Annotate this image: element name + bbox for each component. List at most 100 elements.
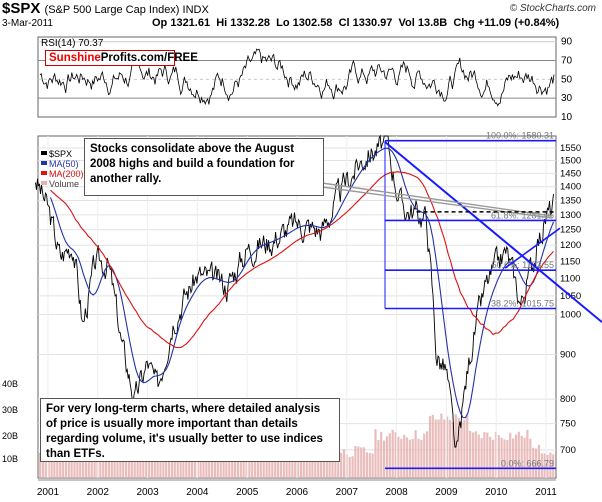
volume-bar: [337, 454, 340, 478]
volume-bar: [529, 438, 532, 478]
volume-bar: [82, 454, 85, 478]
ma50-line: [49, 147, 555, 419]
volume-bar: [423, 433, 426, 478]
volume-bar: [156, 450, 159, 478]
volume-bar: [242, 448, 245, 478]
x-tick-label: 2002: [87, 487, 110, 498]
volume-bar: [477, 434, 480, 478]
volume-bar: [480, 438, 483, 478]
volume-bar: [228, 454, 231, 478]
volume-bar: [162, 451, 165, 478]
volume-bar: [122, 455, 125, 478]
quote-line: Op 1321.61 Hi 1332.28 Lo 1302.58 Cl 1330…: [152, 17, 559, 29]
volume-bar: [147, 449, 151, 478]
price-tick-label: 1100: [560, 273, 580, 284]
volume-bar: [506, 439, 509, 478]
volume-bar: [199, 452, 202, 478]
volume-bar: [150, 455, 153, 478]
volume-bar: [208, 456, 211, 478]
price-tick-label: 1450: [560, 168, 581, 179]
volume-bar: [79, 456, 82, 478]
volume-bar: [365, 452, 368, 478]
volume-bar: [90, 456, 93, 478]
legend-swatch: [41, 151, 47, 155]
volume-bar: [130, 458, 133, 478]
volume-bar: [520, 436, 523, 478]
volume-bar: [405, 437, 409, 478]
legend-swatch: [41, 171, 47, 175]
volume-bar: [463, 419, 466, 478]
volume-bar: [173, 449, 176, 478]
volume-bar: [168, 448, 171, 478]
volume-bar: [311, 449, 314, 478]
annotation-bottom: For very long-term charts, where detaile…: [40, 398, 340, 462]
volume-bar: [265, 450, 268, 478]
volume-bar: [325, 453, 328, 478]
volume-bar: [388, 433, 391, 478]
volume-bar: [334, 454, 337, 478]
volume-bar: [193, 456, 196, 478]
volume-bar: [474, 431, 477, 478]
volume-bar: [509, 432, 512, 478]
volume-bar: [543, 453, 546, 478]
legend-entry: Volume: [49, 179, 79, 189]
volume-bar: [368, 453, 371, 478]
volume-bar: [360, 447, 363, 478]
volume-bar: [486, 432, 489, 478]
volume-bar: [457, 417, 460, 478]
legend-entry: MA(200): [49, 169, 84, 179]
callout-arrow-2: [321, 186, 553, 219]
volume-tick-label: 30B: [2, 405, 18, 415]
volume-bar: [374, 429, 377, 478]
volume-bar: [282, 456, 285, 478]
volume-bar: [133, 454, 136, 478]
volume-bar: [540, 453, 543, 478]
x-tick-label: 2008: [385, 487, 408, 498]
volume-bar: [517, 431, 520, 478]
price-tick-label: 800: [560, 394, 576, 405]
volume-bar: [190, 453, 194, 478]
volume-bar: [219, 458, 222, 478]
rsi-tick-label: 90: [561, 37, 573, 48]
volume-bar: [202, 448, 205, 478]
x-tick-label: 2010: [485, 487, 508, 498]
volume-bar: [340, 452, 343, 478]
quote-close: Cl 1330.97: [338, 17, 393, 29]
volume-bar: [262, 450, 265, 478]
volume-bar: [285, 448, 288, 478]
volume-bar: [549, 452, 552, 478]
volume-bar: [362, 447, 366, 478]
price-line: [35, 134, 554, 448]
volume-bar: [185, 455, 188, 478]
volume-bar: [446, 416, 449, 478]
volume-bar: [503, 439, 506, 478]
volume-bar: [497, 435, 500, 478]
volume-bar: [107, 454, 110, 478]
volume-bar: [87, 453, 90, 478]
price-tick-label: 1500: [560, 156, 581, 167]
volume-bar: [127, 459, 131, 478]
volume-bar: [93, 450, 96, 478]
quote-open: Op 1321.61: [152, 17, 211, 29]
volume-bar: [319, 446, 323, 478]
volume-bar: [142, 450, 145, 478]
volume-bar: [411, 439, 414, 478]
quote-change: Chg +11.09 (+0.84%): [453, 17, 560, 29]
volume-bar: [53, 451, 56, 478]
volume-bar: [125, 449, 128, 478]
price-tick-label: 1250: [560, 225, 581, 236]
volume-bar: [322, 456, 325, 478]
volume-bar: [523, 437, 526, 478]
volume-bar: [70, 450, 73, 478]
volume-bar: [512, 438, 515, 478]
volume-bar: [41, 449, 45, 478]
chart-subtitle: (S&P 500 Large Cap Index) INDX: [44, 4, 209, 16]
rsi-tick-label: 70: [561, 56, 573, 67]
volume-bar: [383, 440, 386, 478]
fib-label: 38.2%: 1015.75: [491, 299, 554, 309]
volume-bar: [136, 449, 139, 478]
volume-bar: [216, 447, 219, 478]
volume-bar: [271, 457, 274, 478]
volume-bar: [451, 422, 454, 478]
volume-bar: [420, 439, 423, 478]
